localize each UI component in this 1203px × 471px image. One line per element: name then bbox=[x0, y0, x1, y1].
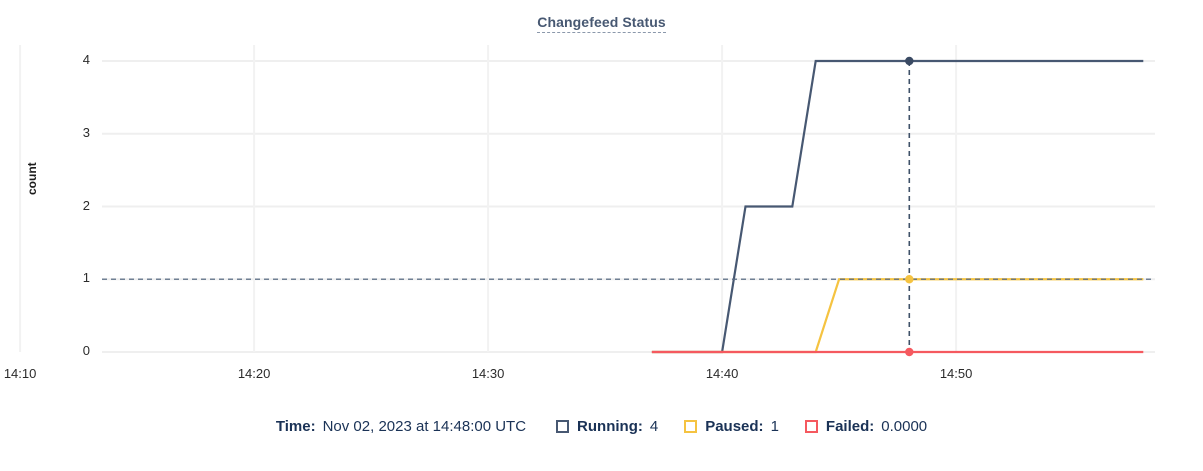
legend-item-failed[interactable]: Failed: 0.0000 bbox=[804, 418, 928, 435]
legend-label-running: Running: bbox=[577, 418, 643, 435]
crosshair-marker-paused bbox=[905, 275, 914, 284]
y-tick-4: 4 bbox=[82, 52, 90, 67]
legend-time-label: Time: bbox=[275, 418, 316, 435]
legend-swatch-running-icon bbox=[556, 420, 570, 433]
x-tick-14-30: 14:30 bbox=[471, 366, 505, 381]
chart-legend: Time: Nov 02, 2023 at 14:48:00 UTC Runni… bbox=[0, 418, 1203, 435]
crosshair-marker-running bbox=[905, 56, 914, 66]
legend-label-paused: Paused: bbox=[705, 418, 764, 435]
x-tick-14-40: 14:40 bbox=[705, 366, 739, 381]
legend-swatch-paused-icon bbox=[684, 420, 698, 433]
series-lines bbox=[651, 59, 1144, 354]
x-tick-14-20: 14:20 bbox=[237, 366, 271, 381]
y-tick-0: 0 bbox=[82, 343, 90, 358]
x-tick-14-50: 14:50 bbox=[939, 366, 973, 381]
y-tick-3: 3 bbox=[82, 124, 90, 140]
series-line-paused bbox=[651, 278, 1144, 354]
y-tick-2: 2 bbox=[82, 197, 90, 213]
crosshair-marker-failed bbox=[905, 347, 914, 357]
x-tick-14-10: 14:10 bbox=[3, 366, 37, 381]
chart-svg bbox=[19, 45, 1155, 357]
legend-item-paused[interactable]: Paused: 1 bbox=[684, 418, 779, 435]
y-axis-label: count bbox=[25, 162, 39, 195]
legend-time-value: Nov 02, 2023 at 14:48:00 UTC bbox=[322, 418, 527, 435]
y-tick-1: 1 bbox=[82, 270, 90, 286]
legend-value-failed: 0.0000 bbox=[881, 418, 928, 435]
gridlines bbox=[19, 45, 1155, 353]
legend-item-running[interactable]: Running: 4 bbox=[556, 418, 658, 435]
legend-swatch-failed-icon bbox=[804, 420, 818, 433]
legend-value-running: 4 bbox=[649, 418, 659, 435]
page-title: Changefeed Status bbox=[0, 14, 1203, 33]
legend-time: Time: Nov 02, 2023 at 14:48:00 UTC bbox=[276, 418, 556, 435]
crosshair bbox=[102, 56, 1155, 357]
legend-label-failed: Failed: bbox=[825, 418, 875, 435]
chart-title-text: Changefeed Status bbox=[537, 14, 666, 33]
legend-value-paused: 1 bbox=[770, 418, 779, 435]
